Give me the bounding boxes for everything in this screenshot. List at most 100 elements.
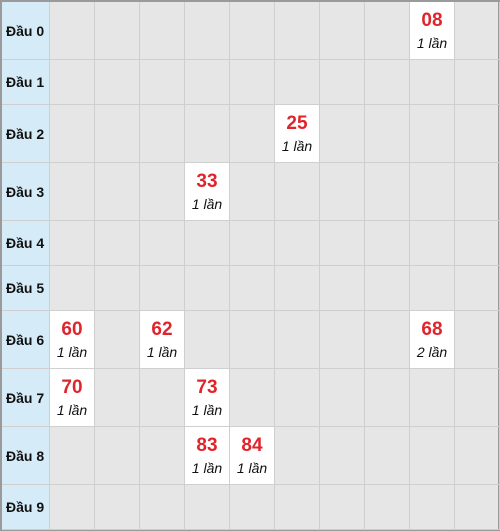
empty-cell	[455, 266, 500, 311]
empty-cell	[140, 60, 185, 105]
empty-cell	[365, 485, 410, 530]
empty-cell	[50, 60, 95, 105]
result-count: 1 lần	[191, 459, 223, 476]
empty-cell	[185, 60, 230, 105]
result-number: 73	[196, 376, 218, 398]
row-label: Đầu 1	[2, 60, 50, 105]
empty-cell	[410, 60, 455, 105]
empty-cell	[95, 311, 140, 369]
empty-cell	[275, 60, 320, 105]
empty-cell	[275, 427, 320, 485]
result-cell: 62 1 lần	[140, 311, 185, 369]
result-count: 1 lần	[416, 34, 448, 51]
result-cell: 25 1 lần	[275, 105, 320, 163]
empty-cell	[230, 311, 275, 369]
result-number: 33	[196, 170, 218, 192]
empty-cell	[455, 369, 500, 427]
empty-cell	[140, 266, 185, 311]
empty-cell	[230, 105, 275, 163]
empty-cell	[410, 369, 455, 427]
empty-cell	[320, 60, 365, 105]
empty-cell	[320, 369, 365, 427]
empty-cell	[275, 266, 320, 311]
empty-cell	[140, 369, 185, 427]
empty-cell	[140, 427, 185, 485]
empty-cell	[230, 266, 275, 311]
result-count: 1 lần	[56, 343, 88, 360]
empty-cell	[410, 485, 455, 530]
result-cell: 84 1 lần	[230, 427, 275, 485]
empty-cell	[275, 369, 320, 427]
empty-cell	[365, 105, 410, 163]
empty-cell	[50, 2, 95, 60]
empty-cell	[230, 369, 275, 427]
empty-cell	[365, 60, 410, 105]
empty-cell	[365, 163, 410, 221]
result-count: 1 lần	[236, 459, 268, 476]
result-cell: 83 1 lần	[185, 427, 230, 485]
row-label: Đầu 5	[2, 266, 50, 311]
empty-cell	[320, 266, 365, 311]
result-number: 68	[421, 318, 443, 340]
empty-cell	[410, 105, 455, 163]
empty-cell	[320, 163, 365, 221]
empty-cell	[455, 163, 500, 221]
row-label: Đầu 4	[2, 221, 50, 266]
empty-cell	[95, 369, 140, 427]
row-label: Đầu 2	[2, 105, 50, 163]
empty-cell	[95, 221, 140, 266]
empty-cell	[365, 369, 410, 427]
result-count: 1 lần	[191, 195, 223, 212]
result-cell: 73 1 lần	[185, 369, 230, 427]
empty-cell	[230, 485, 275, 530]
result-number: 08	[421, 9, 443, 31]
result-cell: 08 1 lần	[410, 2, 455, 60]
empty-cell	[230, 221, 275, 266]
empty-cell	[455, 2, 500, 60]
result-number: 70	[61, 376, 83, 398]
empty-cell	[95, 427, 140, 485]
empty-cell	[140, 105, 185, 163]
empty-cell	[50, 427, 95, 485]
empty-cell	[95, 2, 140, 60]
empty-cell	[275, 2, 320, 60]
empty-cell	[95, 163, 140, 221]
empty-cell	[320, 2, 365, 60]
result-number: 83	[196, 434, 218, 456]
result-count: 1 lần	[146, 343, 178, 360]
empty-cell	[95, 105, 140, 163]
empty-cell	[185, 221, 230, 266]
empty-cell	[50, 221, 95, 266]
row-label: Đầu 8	[2, 427, 50, 485]
result-count: 1 lần	[281, 137, 313, 154]
empty-cell	[455, 60, 500, 105]
empty-cell	[455, 427, 500, 485]
empty-cell	[410, 163, 455, 221]
empty-cell	[410, 266, 455, 311]
empty-cell	[140, 163, 185, 221]
empty-cell	[320, 221, 365, 266]
row-label: Đầu 0	[2, 2, 50, 60]
result-cell: 68 2 lần	[410, 311, 455, 369]
result-number: 25	[286, 112, 308, 134]
empty-cell	[410, 427, 455, 485]
empty-cell	[320, 311, 365, 369]
empty-cell	[50, 105, 95, 163]
empty-cell	[455, 485, 500, 530]
empty-cell	[365, 221, 410, 266]
empty-cell	[230, 60, 275, 105]
empty-cell	[275, 221, 320, 266]
empty-cell	[365, 266, 410, 311]
empty-cell	[365, 427, 410, 485]
result-count: 2 lần	[416, 343, 448, 360]
empty-cell	[185, 311, 230, 369]
empty-cell	[95, 485, 140, 530]
result-number: 62	[151, 318, 173, 340]
empty-cell	[320, 105, 365, 163]
empty-cell	[95, 266, 140, 311]
empty-cell	[140, 485, 185, 530]
empty-cell	[185, 485, 230, 530]
empty-cell	[455, 105, 500, 163]
